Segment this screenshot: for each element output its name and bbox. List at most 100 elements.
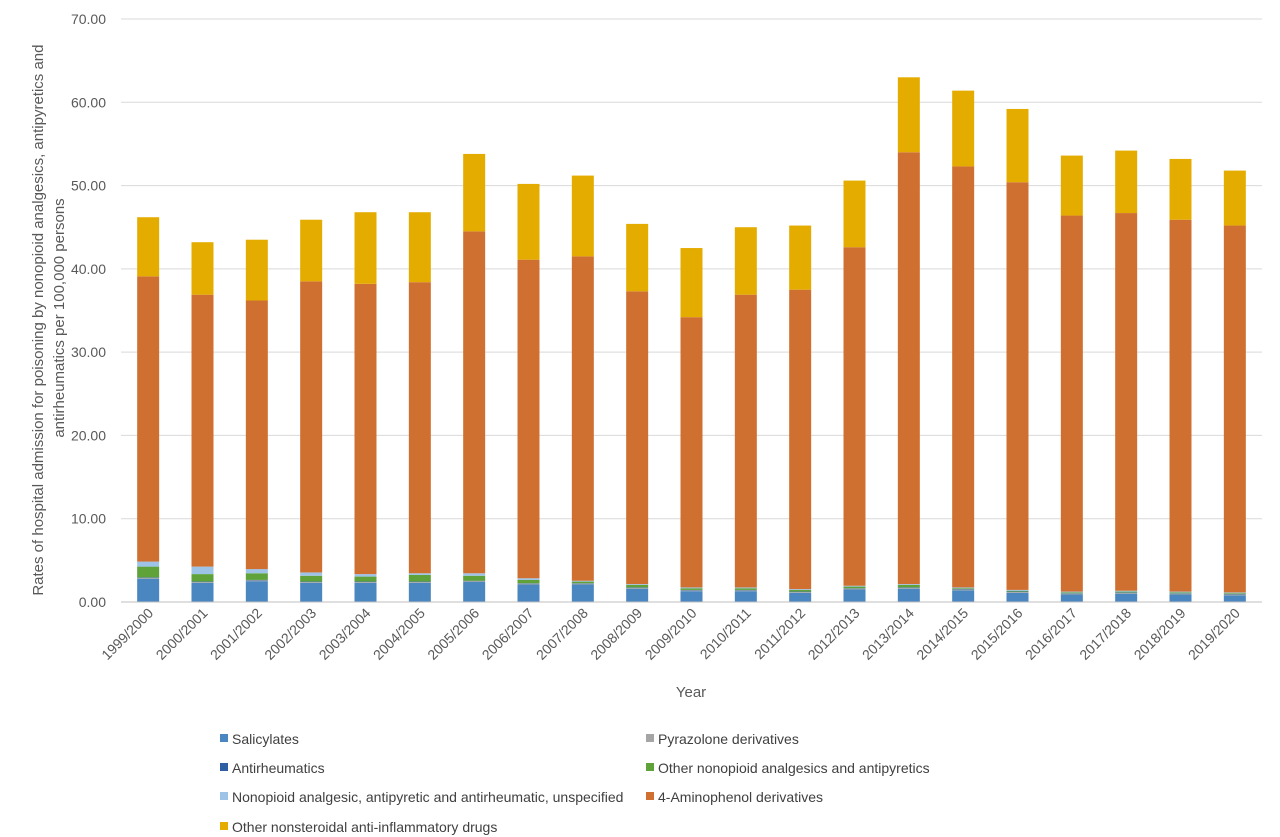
bar-segment [680, 317, 703, 588]
bar-segment [952, 166, 975, 588]
bar-segment [1006, 592, 1029, 602]
x-tick-label: 2013/2014 [859, 605, 917, 663]
legend-label: 4-Aminophenol derivatives [658, 789, 823, 805]
bar-segment [843, 586, 866, 589]
x-tick-label: 2009/2010 [642, 605, 700, 663]
y-tick-label: 0.00 [79, 594, 106, 610]
bar-segment [137, 276, 160, 562]
bar-segment [137, 217, 160, 277]
y-axis-title-line-2: antirheumatics per 100,000 persons [51, 198, 68, 437]
bar-segment [789, 592, 812, 593]
bar-segment [517, 579, 540, 584]
x-tick-label: 2011/2012 [751, 605, 809, 663]
bar-segment [300, 572, 323, 576]
bar-segment [843, 588, 866, 590]
bar-segment [734, 227, 757, 295]
bar-segment [463, 153, 486, 232]
bar-segment [680, 588, 703, 590]
bar-segment [354, 582, 377, 583]
legend-label: Nonopioid analgesic, antipyretic and ant… [232, 789, 623, 805]
bar-segment [1169, 158, 1192, 220]
bar-segment [571, 584, 594, 602]
y-tick-label: 70.00 [71, 11, 106, 27]
bar-segment [191, 566, 214, 575]
bar-segment [734, 587, 757, 589]
bar-segment [571, 581, 594, 584]
y-tick-label: 60.00 [71, 94, 106, 110]
x-tick-label: 2016/2017 [1022, 605, 1080, 663]
y-tick-label: 20.00 [71, 427, 106, 443]
bar-segment [789, 592, 812, 602]
bar-segment [680, 590, 703, 592]
bar-segment [408, 573, 431, 575]
x-tick-label: 2001/2002 [207, 605, 265, 663]
bar-segment [463, 582, 486, 602]
bar-segment [571, 580, 594, 582]
x-tick-label: 2012/2013 [805, 605, 863, 663]
legend-swatch [646, 792, 654, 800]
bar-segment [843, 180, 866, 248]
y-tick-label: 30.00 [71, 344, 106, 360]
bar-segment [1223, 592, 1246, 594]
bar-segment [463, 581, 486, 583]
bar-segment [680, 248, 703, 318]
bar-segment [897, 77, 920, 153]
bar-segment [137, 577, 160, 579]
bar-segment [137, 561, 160, 567]
bar-segment [626, 587, 649, 589]
legend-swatch [220, 792, 228, 800]
bar-segment [734, 588, 757, 590]
legend-swatch [646, 763, 654, 771]
bar-segment [1060, 591, 1083, 593]
x-tick-labels: 1999/20002000/20012001/20022002/20032003… [98, 605, 1243, 663]
bar-segment [463, 231, 486, 574]
legend-swatch [220, 734, 228, 742]
bar-segment [354, 283, 377, 575]
x-tick-label: 2004/2005 [370, 605, 428, 663]
bar-segment [952, 90, 975, 167]
bar-segment [300, 582, 323, 583]
bar-segment [571, 583, 594, 585]
bar-segment [408, 582, 431, 602]
legend-label: Pyrazolone derivatives [658, 731, 799, 747]
bar-segment [408, 582, 431, 583]
bar-segment [571, 175, 594, 257]
bar-segment [1006, 108, 1029, 183]
bar-segment [789, 589, 812, 590]
bar-segment [191, 294, 214, 567]
x-tick-label: 2003/2004 [316, 605, 374, 663]
bar-segment [245, 573, 268, 580]
bar-segment [680, 591, 703, 602]
x-tick-label: 2019/2020 [1185, 605, 1243, 663]
bar-segment [463, 573, 486, 576]
bar-segment [517, 584, 540, 602]
legend-label: Salicylates [232, 731, 299, 747]
bar-segment [1060, 594, 1083, 602]
bar-segment [517, 183, 540, 260]
bar-segment [1060, 155, 1083, 216]
bar-segment [897, 584, 920, 585]
bar-segment [1006, 182, 1029, 590]
x-tick-label: 2005/2006 [424, 605, 482, 663]
bar-segment [1223, 595, 1246, 602]
bar-segment [734, 591, 757, 602]
bar-segment [1006, 589, 1029, 591]
x-tick-label: 2017/2018 [1076, 605, 1134, 663]
bar-segment [734, 590, 757, 592]
bar-segment [897, 587, 920, 589]
bar-segment [245, 300, 268, 570]
bar-segment [1006, 592, 1029, 593]
bar-segment [1115, 150, 1138, 214]
x-tick-label: 2008/2009 [587, 605, 645, 663]
bar-segment [626, 584, 649, 588]
bar-segment [300, 575, 323, 582]
bar-segment [952, 587, 975, 589]
bar-segment [245, 239, 268, 301]
bar-segment [1060, 215, 1083, 592]
bar-segment [734, 294, 757, 588]
legend-swatch [220, 763, 228, 771]
bar-segment [680, 587, 703, 589]
bar-segment [1115, 592, 1138, 594]
bar-segment [1060, 592, 1083, 594]
